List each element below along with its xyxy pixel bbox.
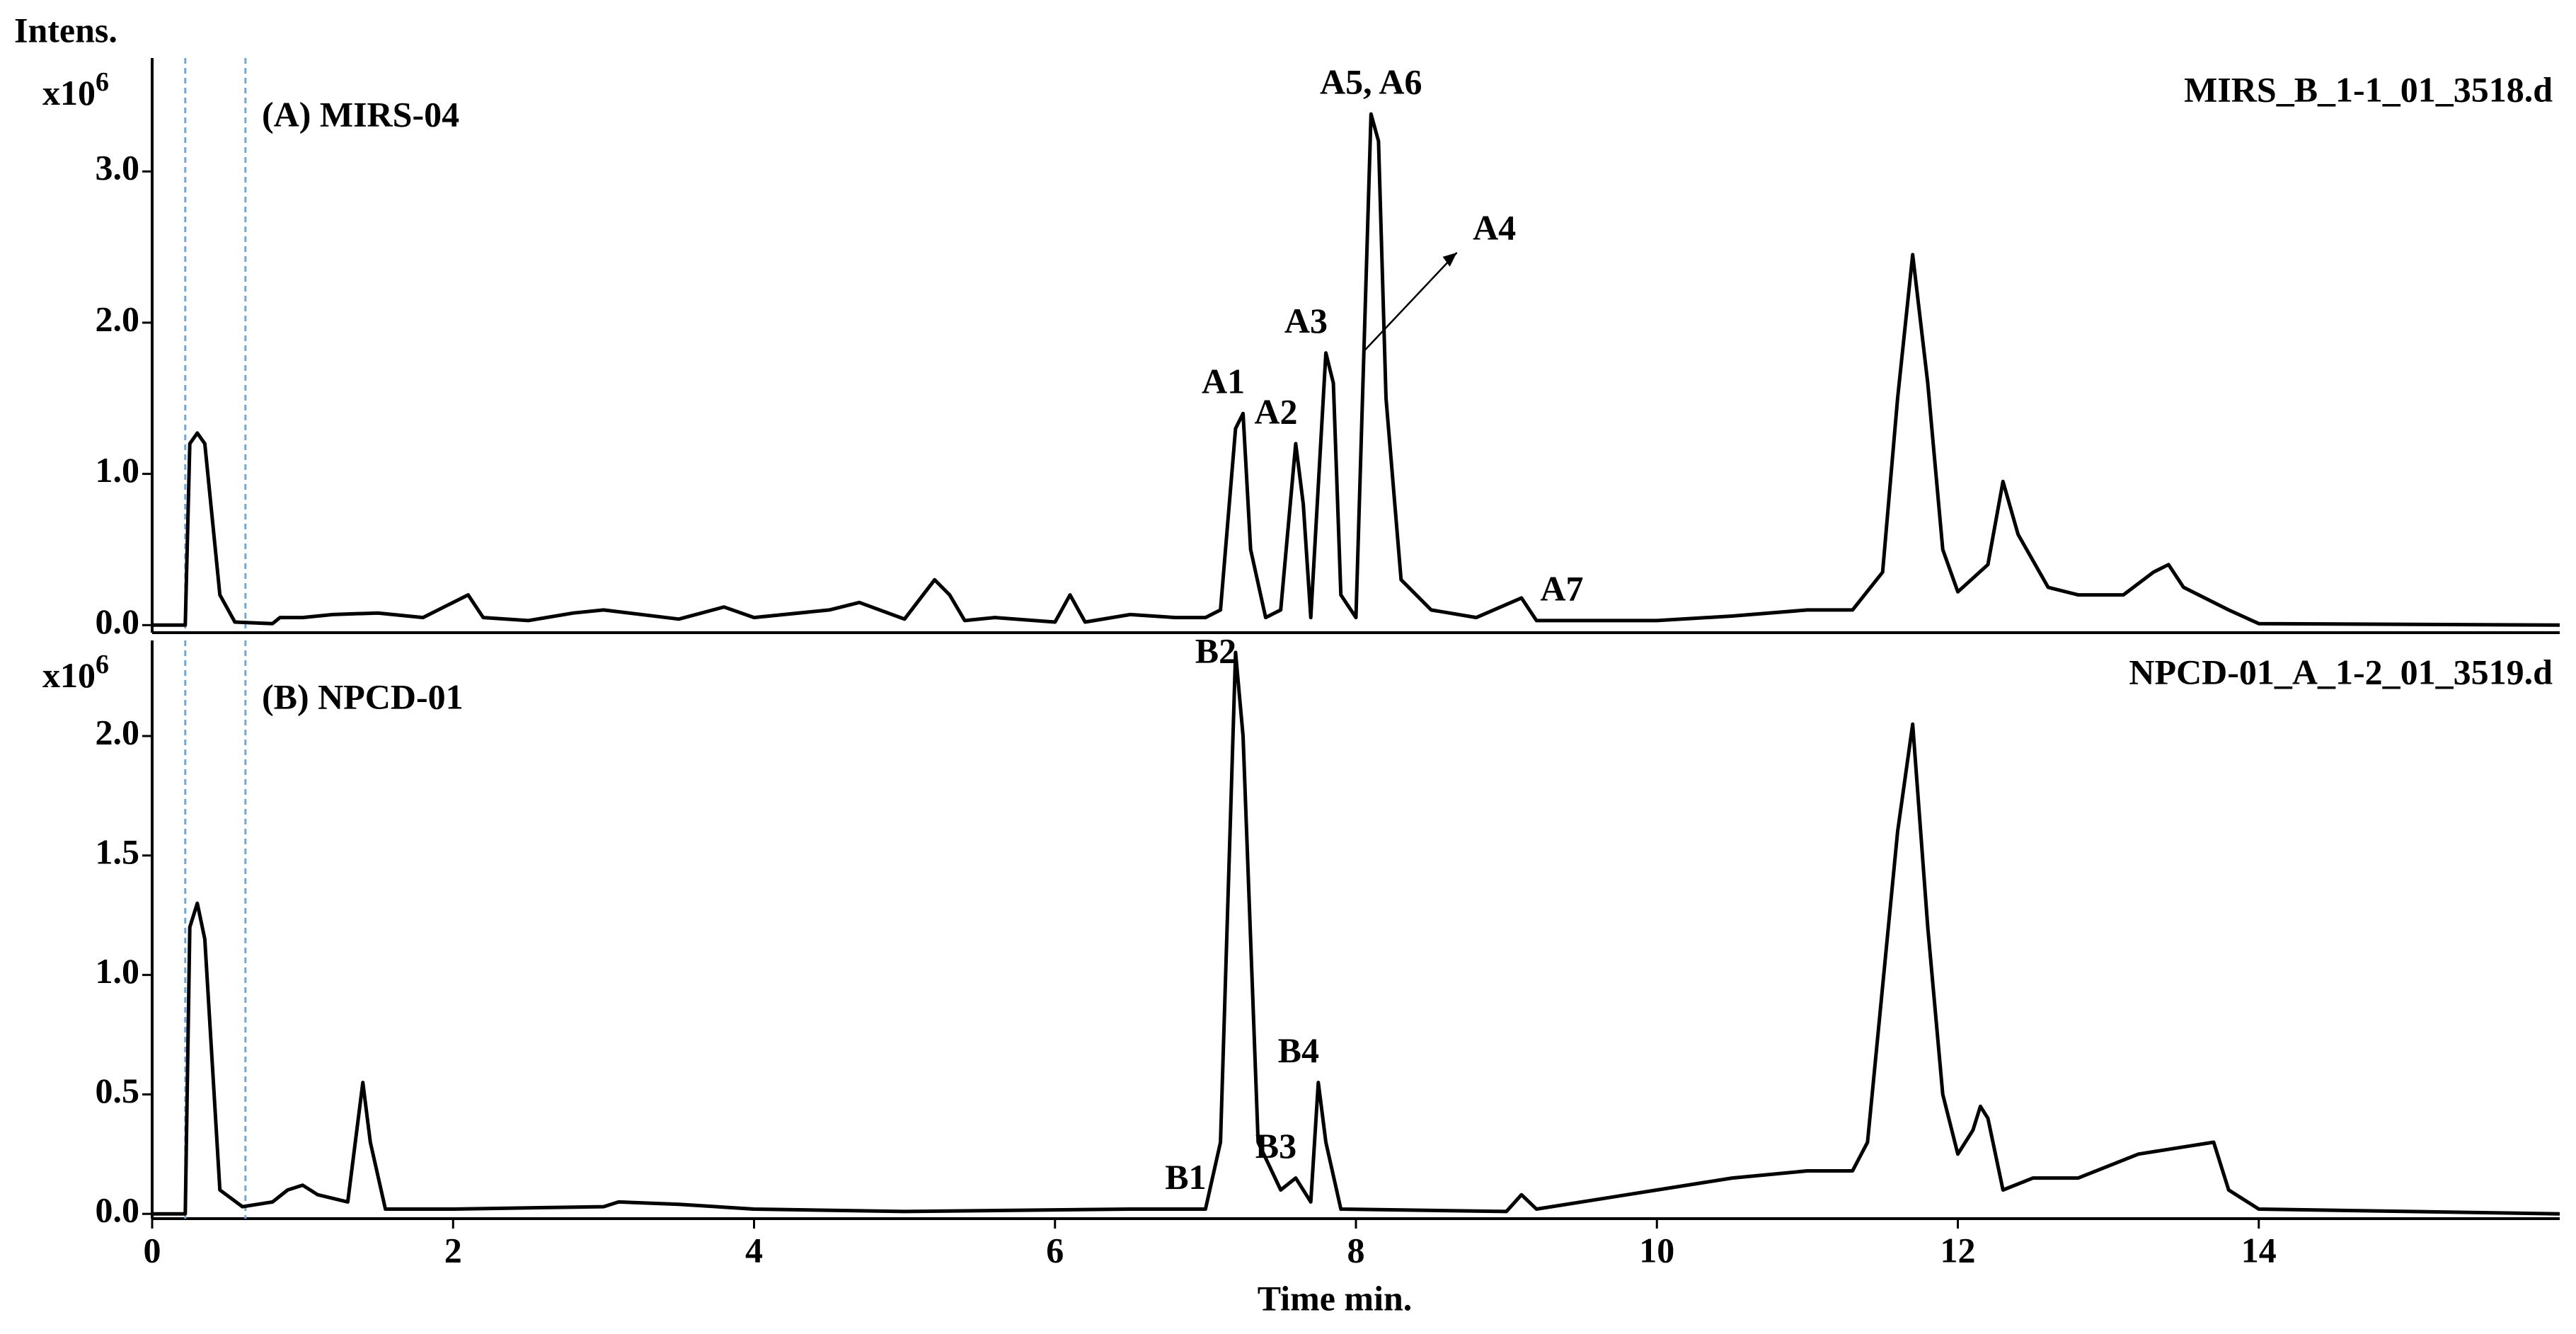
y-tick-label: 2.0: [96, 299, 140, 338]
peak-label: A7: [1540, 568, 1583, 608]
peak-label: A3: [1284, 301, 1328, 340]
annotation-arrow: [1362, 251, 1458, 352]
y-tick-label: 1.5: [96, 832, 140, 871]
panel-title: (B) NPCD-01: [262, 677, 464, 716]
peak-label: B3: [1255, 1126, 1296, 1166]
peak-label: A1: [1202, 362, 1245, 401]
x-tick-label: 12: [1940, 1230, 1976, 1270]
y-unit: x106: [42, 650, 109, 696]
arrow-head: [1442, 252, 1457, 267]
y-unit: x106: [42, 67, 109, 113]
x-tick-label: 4: [745, 1230, 763, 1270]
peak-label: B2: [1195, 631, 1236, 670]
y-tick-label: 0.0: [96, 1190, 140, 1230]
y-tick-label: 0.0: [96, 602, 140, 641]
x-tick-label: 14: [2241, 1230, 2277, 1270]
file-name: MIRS_B_1-1_01_3518.d: [2184, 69, 2553, 109]
panel-title: (A) MIRS-04: [262, 94, 459, 134]
y-tick-label: 2.0: [96, 713, 140, 752]
x-tick-label: 10: [1639, 1230, 1674, 1270]
y-tick-label: 1.0: [96, 450, 140, 490]
y-unit-exponent: 6: [96, 650, 109, 679]
peak-label: B1: [1165, 1157, 1206, 1197]
y-tick-label: 3.0: [96, 148, 140, 188]
x-tick-label: 0: [144, 1230, 161, 1270]
x-tick-label: 8: [1347, 1230, 1365, 1270]
y-unit-base: x10: [42, 655, 96, 695]
y-unit-exponent: 6: [96, 67, 109, 97]
y-tick-label: 0.5: [96, 1071, 140, 1110]
y-tick-label: 1.0: [96, 951, 140, 991]
peak-label: A2: [1254, 391, 1297, 431]
peak-label: A4: [1473, 207, 1516, 247]
x-tick-label: 2: [444, 1230, 462, 1270]
trace: [152, 112, 2560, 627]
peak-label: B4: [1278, 1030, 1319, 1070]
y-axis-label: Intens.: [14, 10, 117, 50]
x-axis-label: Time min.: [1258, 1278, 1413, 1318]
peak-label: A5, A6: [1320, 62, 1422, 102]
file-name: NPCD-01_A_1-2_01_3519.d: [2129, 652, 2553, 691]
trace: [152, 650, 2560, 1216]
x-tick-label: 6: [1046, 1230, 1064, 1270]
y-unit-base: x10: [42, 73, 96, 113]
